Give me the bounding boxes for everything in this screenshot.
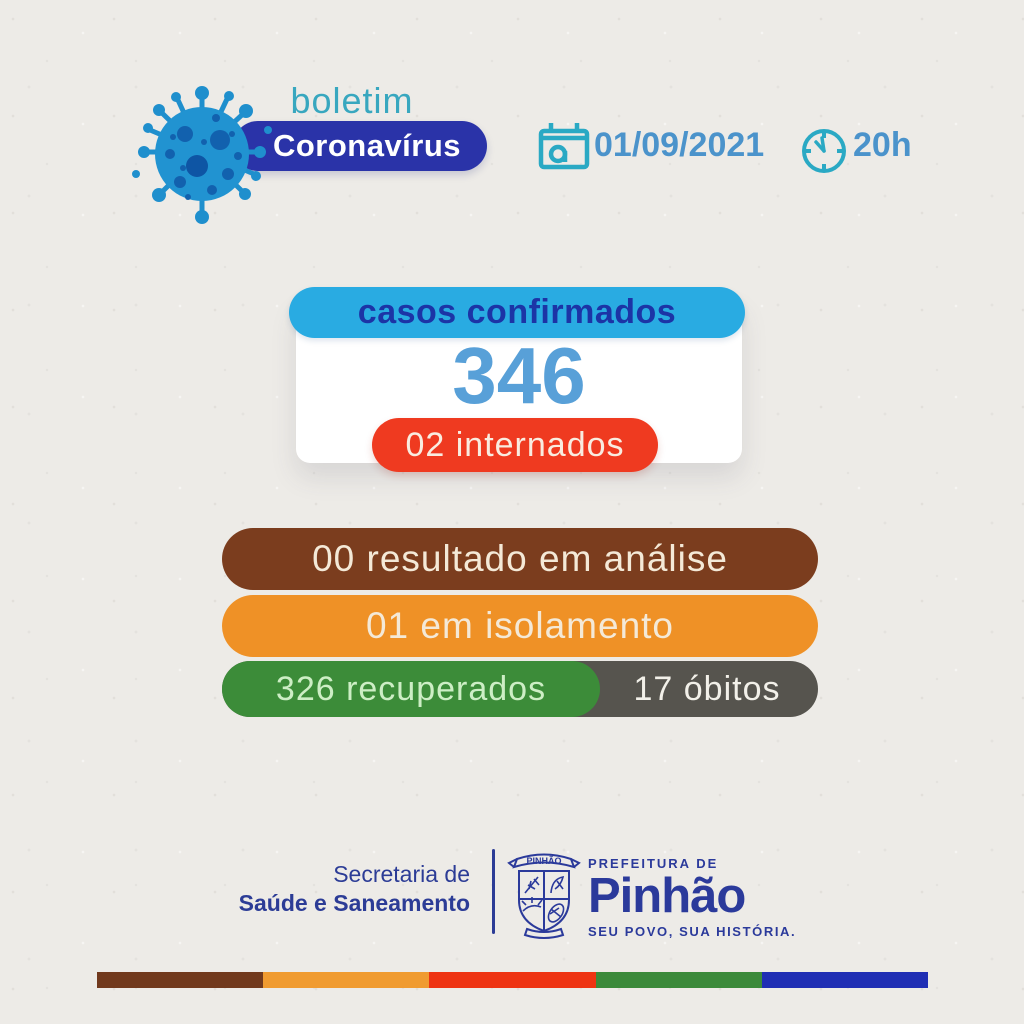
hospitalized-label: 02 internados — [405, 425, 625, 464]
analysis-label: 00 resultado em análise — [312, 538, 728, 579]
isolation-pill: 01 em isolamento — [222, 595, 818, 657]
bulletin-kicker: boletim — [290, 80, 414, 121]
footer-divider — [492, 849, 495, 934]
recovered-label: 326 recuperados — [275, 669, 547, 708]
pinhao-coat-of-arms: PINHÃO — [507, 853, 581, 939]
confirmed-cases-value: 346 — [452, 331, 586, 420]
secretaria-line1: Secretaria de — [333, 861, 470, 887]
prefeitura-name: Pinhão — [588, 869, 746, 923]
hospitalized-pill: 02 internados — [372, 418, 658, 472]
bulletin-title: Coronavírus — [272, 128, 462, 163]
recovered-pill: 326 recuperados — [222, 661, 600, 717]
deaths-label: 17 óbitos — [633, 669, 781, 708]
bulletin-date: 01/09/2021 — [594, 126, 765, 164]
calendar-icon — [538, 123, 590, 170]
strip-segment-blue — [761, 972, 929, 988]
prefeitura-block: PREFEITURA DE Pinhão SEU POVO, SUA HISTÓ… — [588, 856, 796, 939]
secretaria-block: Secretaria de Saúde e Saneamento — [230, 860, 470, 918]
strip-segment-red — [429, 972, 596, 988]
confirmed-cases-label-pill: casos confirmados — [289, 287, 745, 338]
footer-color-strip — [97, 972, 929, 988]
recovered-deaths-row: 17 óbitos 326 recuperados — [222, 661, 818, 717]
prefeitura-slogan: SEU POVO, SUA HISTÓRIA. — [588, 923, 797, 939]
analysis-pill: 00 resultado em análise — [222, 528, 818, 590]
bulletin-time: 20h — [853, 126, 912, 164]
secretaria-line2: Saúde e Saneamento — [238, 889, 470, 916]
prefeitura-kicker: PREFEITURA DE — [588, 856, 719, 871]
confirmed-cases-label: casos confirmados — [357, 293, 677, 331]
bulletin-title-pill: Coronavírus — [233, 121, 487, 171]
coronavirus-icon — [132, 86, 272, 224]
clock-icon — [802, 129, 846, 173]
strip-segment-green — [595, 972, 762, 988]
isolation-label: 01 em isolamento — [365, 605, 675, 646]
strip-segment-orange — [263, 972, 430, 988]
strip-segment-brown — [97, 972, 264, 988]
crest-banner-text: PINHÃO — [526, 856, 561, 866]
